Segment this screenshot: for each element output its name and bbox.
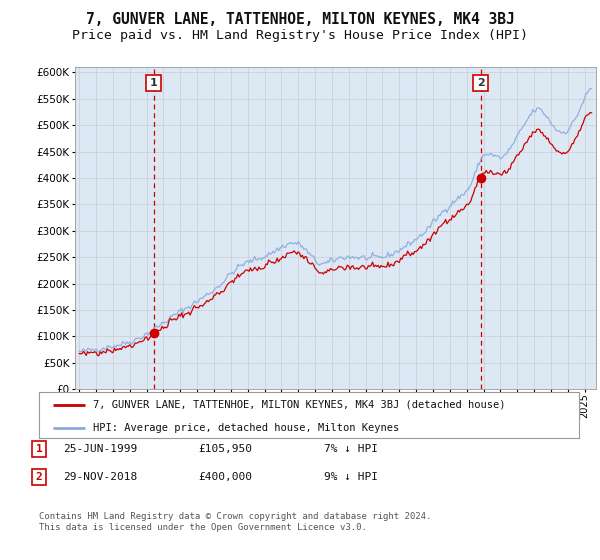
Text: 1: 1 [150,78,157,88]
Text: Price paid vs. HM Land Registry's House Price Index (HPI): Price paid vs. HM Land Registry's House … [72,29,528,42]
Text: 2: 2 [477,78,485,88]
Text: 7, GUNVER LANE, TATTENHOE, MILTON KEYNES, MK4 3BJ: 7, GUNVER LANE, TATTENHOE, MILTON KEYNES… [86,12,514,27]
Text: £105,950: £105,950 [198,444,252,454]
Text: 1: 1 [35,444,43,454]
Text: 29-NOV-2018: 29-NOV-2018 [63,472,137,482]
Text: 9% ↓ HPI: 9% ↓ HPI [324,472,378,482]
Text: 25-JUN-1999: 25-JUN-1999 [63,444,137,454]
Text: 7, GUNVER LANE, TATTENHOE, MILTON KEYNES, MK4 3BJ (detached house): 7, GUNVER LANE, TATTENHOE, MILTON KEYNES… [93,400,505,410]
Text: Contains HM Land Registry data © Crown copyright and database right 2024.
This d: Contains HM Land Registry data © Crown c… [39,512,431,532]
Text: £400,000: £400,000 [198,472,252,482]
Text: 2: 2 [35,472,43,482]
Text: 7% ↓ HPI: 7% ↓ HPI [324,444,378,454]
Text: HPI: Average price, detached house, Milton Keynes: HPI: Average price, detached house, Milt… [93,423,399,433]
